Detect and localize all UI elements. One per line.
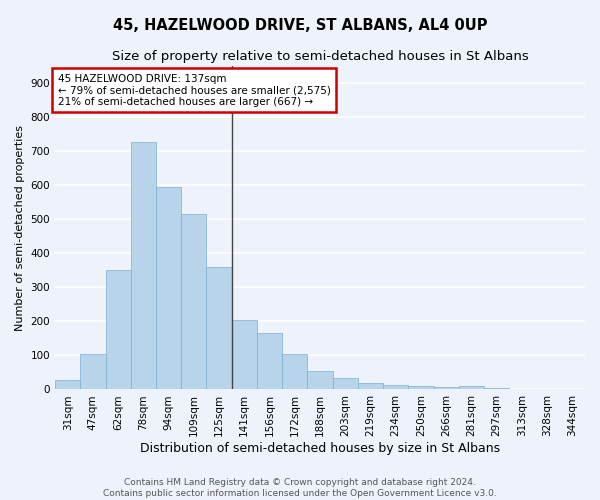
- Bar: [282, 354, 307, 390]
- Bar: [434, 386, 459, 390]
- Bar: [459, 386, 484, 390]
- Text: Contains HM Land Registry data © Crown copyright and database right 2024.
Contai: Contains HM Land Registry data © Crown c…: [103, 478, 497, 498]
- Bar: [307, 370, 332, 390]
- Text: 45 HAZELWOOD DRIVE: 137sqm
← 79% of semi-detached houses are smaller (2,575)
21%: 45 HAZELWOOD DRIVE: 137sqm ← 79% of semi…: [58, 74, 331, 107]
- Bar: [181, 214, 206, 390]
- Bar: [409, 386, 434, 390]
- Bar: [232, 320, 257, 390]
- Title: Size of property relative to semi-detached houses in St Albans: Size of property relative to semi-detach…: [112, 50, 529, 63]
- Bar: [106, 270, 131, 390]
- Bar: [383, 385, 409, 390]
- Bar: [257, 333, 282, 390]
- Y-axis label: Number of semi-detached properties: Number of semi-detached properties: [15, 124, 25, 330]
- Text: 45, HAZELWOOD DRIVE, ST ALBANS, AL4 0UP: 45, HAZELWOOD DRIVE, ST ALBANS, AL4 0UP: [113, 18, 487, 32]
- Bar: [80, 354, 106, 390]
- Bar: [131, 142, 156, 390]
- Bar: [156, 186, 181, 390]
- Bar: [55, 380, 80, 390]
- Bar: [358, 382, 383, 390]
- Bar: [484, 388, 509, 390]
- Bar: [332, 378, 358, 390]
- X-axis label: Distribution of semi-detached houses by size in St Albans: Distribution of semi-detached houses by …: [140, 442, 500, 455]
- Bar: [206, 266, 232, 390]
